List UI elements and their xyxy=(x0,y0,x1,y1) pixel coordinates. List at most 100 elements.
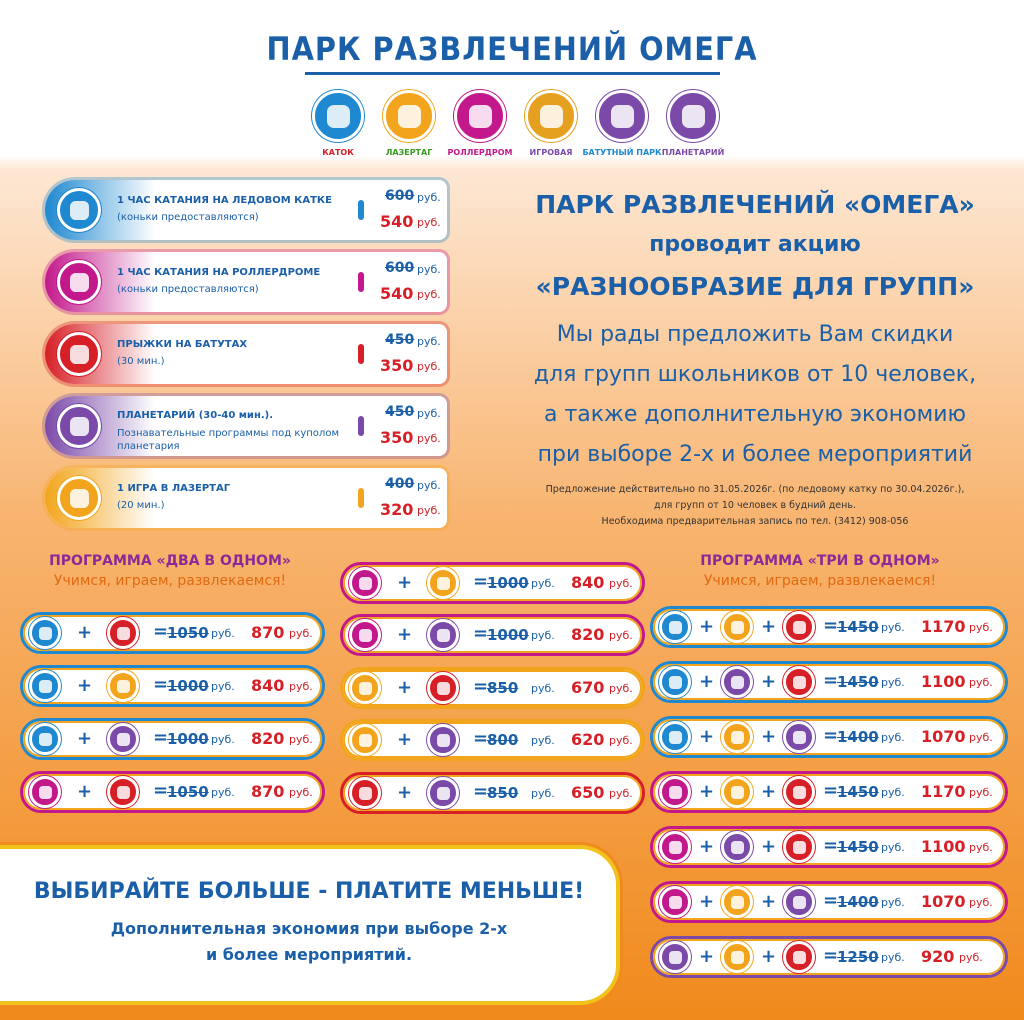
new-price: 820 xyxy=(571,625,605,644)
activity-icon xyxy=(349,724,381,756)
program-subtitle: Учимся, играем, развлекаемся! xyxy=(703,573,937,589)
new-price: 320 xyxy=(380,500,414,519)
plus-sign: + xyxy=(77,728,93,749)
icon-glyph xyxy=(730,675,744,689)
icon-glyph xyxy=(38,785,52,799)
icon-glyph xyxy=(792,895,806,909)
plus-sign: + xyxy=(761,891,777,912)
icon-glyph xyxy=(668,675,682,689)
currency: руб. xyxy=(969,731,993,744)
currency: руб. xyxy=(531,629,555,642)
new-price: 1070 xyxy=(921,892,966,911)
icon-label: ПЛАНЕТАРИЙ xyxy=(661,148,725,157)
activity-icon xyxy=(57,332,101,376)
new-price: 1100 xyxy=(921,837,966,856)
icon-glyph xyxy=(116,785,130,799)
activity-icon xyxy=(427,672,459,704)
plus-sign: + xyxy=(397,782,413,803)
plus-sign: + xyxy=(761,946,777,967)
activity-icon xyxy=(525,90,577,142)
currency: руб. xyxy=(881,841,905,854)
activity-icon xyxy=(659,666,691,698)
icon-glyph xyxy=(116,679,130,693)
currency: руб. xyxy=(417,335,441,348)
footer-slogan: ВЫБИРАЙТЕ БОЛЬШЕ - ПЛАТИТЕ МЕНЬШЕ! xyxy=(33,879,585,904)
offer-marker xyxy=(358,272,364,292)
equals-sign: = xyxy=(153,727,169,748)
activity-icon xyxy=(454,90,506,142)
offer-card: ПЛАНЕТАРИЙ (30-40 мин.). Познавательные п… xyxy=(45,396,447,456)
new-price: 620 xyxy=(571,730,605,749)
plus-sign: + xyxy=(699,726,715,747)
icon-glyph xyxy=(730,785,744,799)
equals-sign: = xyxy=(823,835,839,856)
combo-card: + + = 1450 руб. 1100 руб. xyxy=(650,661,1008,703)
title-underline xyxy=(305,72,720,75)
activity-icon xyxy=(783,721,815,753)
combo-card: + = 1000 руб. 840 руб. xyxy=(340,562,645,604)
plus-sign: + xyxy=(761,726,777,747)
equals-sign: = xyxy=(823,890,839,911)
icon-glyph xyxy=(326,104,350,128)
activity-icon xyxy=(107,617,139,649)
activity-icon xyxy=(29,617,61,649)
offer-note: (коньки предоставляются) xyxy=(117,284,259,295)
currency: руб. xyxy=(211,733,235,746)
combo-card: + + = 1450 руб. 1100 руб. xyxy=(650,826,1008,868)
activity-icon xyxy=(659,886,691,918)
icon-glyph xyxy=(792,950,806,964)
combo-card: + = 1000 руб. 820 руб. xyxy=(20,718,325,760)
new-price: 840 xyxy=(571,573,605,592)
currency: руб. xyxy=(211,680,235,693)
currency: руб. xyxy=(289,786,313,799)
icon-glyph xyxy=(668,840,682,854)
currency: руб. xyxy=(881,731,905,744)
currency: руб. xyxy=(417,216,441,229)
icon-glyph xyxy=(668,730,682,744)
plus-sign: + xyxy=(761,616,777,637)
footer-line: Дополнительная экономия при выборе 2-х xyxy=(110,919,508,938)
icon-glyph xyxy=(436,681,450,695)
plus-sign: + xyxy=(699,616,715,637)
icon-glyph xyxy=(358,576,372,590)
currency: руб. xyxy=(289,627,313,640)
currency: руб. xyxy=(881,896,905,909)
old-price: 1450 xyxy=(837,618,879,636)
old-price: 450 xyxy=(385,404,415,420)
icon-glyph xyxy=(38,679,52,693)
offer-card: 1 ЧАС КАТАНИЯ НА ЛЕДОВОМ КАТКЕ (коньки пр… xyxy=(45,180,447,240)
new-price: 540 xyxy=(380,212,414,231)
activity-icon xyxy=(107,723,139,755)
icon-glyph xyxy=(436,576,450,590)
equals-sign: = xyxy=(473,571,489,592)
plus-sign: + xyxy=(699,781,715,802)
old-price: 1450 xyxy=(837,838,879,856)
activity-icon xyxy=(659,776,691,808)
icon-label: БАТУТНЫЙ ПАРК xyxy=(582,148,662,157)
offer-title: 1 ЧАС КАТАНИЯ НА ЛЕДОВОМ КАТКЕ xyxy=(117,195,332,206)
equals-sign: = xyxy=(473,728,489,749)
old-price: 1050 xyxy=(167,783,209,801)
combo-card: + + = 1450 руб. 1170 руб. xyxy=(650,606,1008,648)
currency: руб. xyxy=(969,841,993,854)
promo-note: Предложение действительно по 31.05.2026г… xyxy=(545,484,965,495)
equals-sign: = xyxy=(473,676,489,697)
old-price: 1450 xyxy=(837,783,879,801)
equals-sign: = xyxy=(473,781,489,802)
offer-marker xyxy=(358,344,364,364)
plus-sign: + xyxy=(77,622,93,643)
icon-glyph xyxy=(38,732,52,746)
offer-marker xyxy=(358,200,364,220)
currency: руб. xyxy=(417,407,441,420)
currency: руб. xyxy=(969,621,993,634)
promo-body: для групп школьников от 10 человек, xyxy=(533,362,977,387)
activity-icon xyxy=(783,666,815,698)
currency: руб. xyxy=(531,577,555,590)
currency: руб. xyxy=(417,360,441,373)
activity-icon xyxy=(57,404,101,448)
offer-note: (коньки предоставляются) xyxy=(117,212,259,223)
currency: руб. xyxy=(969,676,993,689)
combo-card: + = 800 руб. 620 руб. xyxy=(340,719,645,761)
icon-glyph xyxy=(69,488,89,508)
new-price: 1170 xyxy=(921,617,966,636)
